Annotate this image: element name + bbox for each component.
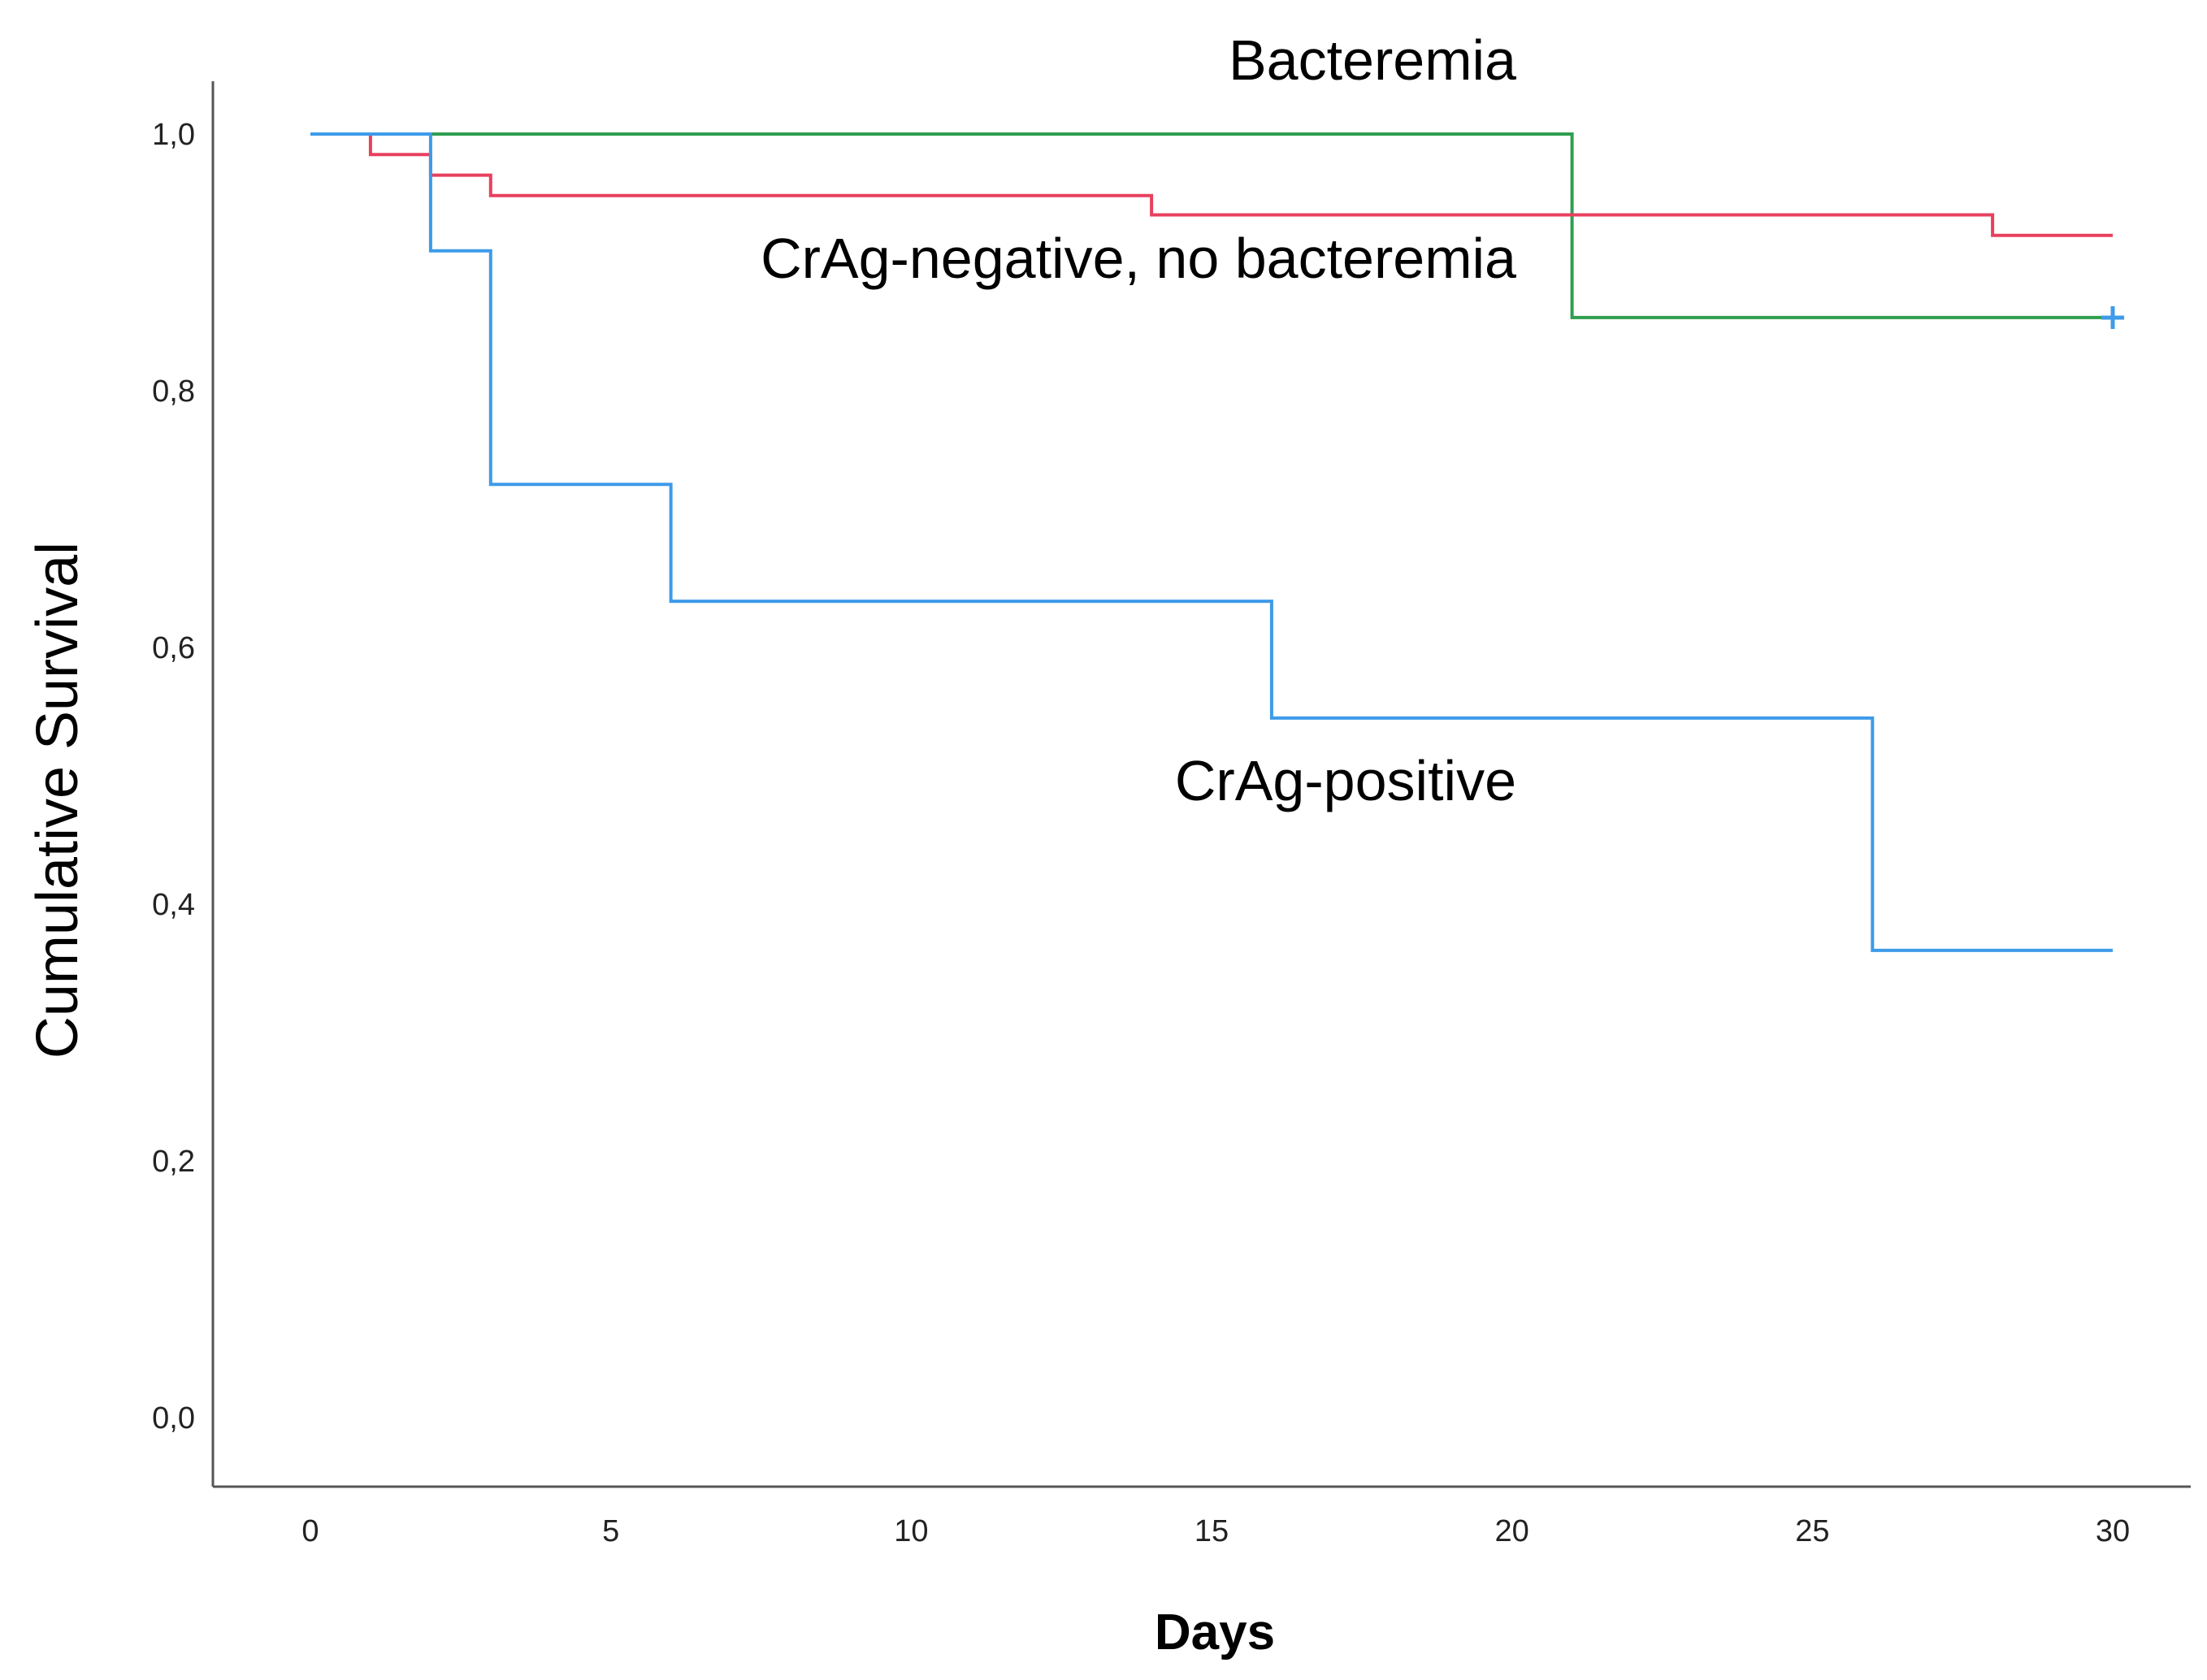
axes: [211, 81, 2191, 1488]
x-tick-label-2: 10: [894, 1514, 928, 1548]
y-tick-label-2: 0,4: [152, 888, 195, 922]
annotation-crag-negative: CrAg-negative, no bacteremia: [761, 227, 1516, 290]
y-tick-labels: 0,0 0,2 0,4 0,6 0,8 1,0: [152, 118, 195, 1435]
y-tick-label-5: 1,0: [152, 118, 195, 152]
censor-marks: [2101, 305, 2124, 329]
y-axis-title: Cumulative Survival: [25, 542, 90, 1059]
annotation-crag-positive: CrAg-positive: [1175, 749, 1516, 812]
x-tick-label-0: 0: [301, 1514, 319, 1548]
x-tick-label-1: 5: [602, 1514, 619, 1548]
x-tick-labels: 0 5 10 15 20 25 30: [301, 1514, 2130, 1548]
y-tick-label-4: 0,8: [152, 375, 195, 409]
x-tick-label-6: 30: [2096, 1514, 2130, 1548]
x-tick-label-5: 25: [1795, 1514, 1829, 1548]
censor-mark-crag-positive-0: [2101, 305, 2124, 329]
x-axis-title: Days: [1155, 1604, 1275, 1661]
x-tick-label-3: 15: [1195, 1514, 1229, 1548]
series-line-bacteremia: [310, 132, 2113, 319]
series-layer: [310, 132, 2113, 952]
annotation-bacteremia: Bacteremia: [1229, 28, 1516, 92]
x-tick-label-4: 20: [1495, 1514, 1529, 1548]
series-line-crag-negative-no-bacteremia: [310, 132, 2113, 237]
y-tick-label-3: 0,6: [152, 631, 195, 665]
y-tick-label-0: 0,0: [152, 1401, 195, 1435]
series-line-crag-positive: [310, 132, 2113, 952]
y-tick-label-1: 0,2: [152, 1145, 195, 1179]
